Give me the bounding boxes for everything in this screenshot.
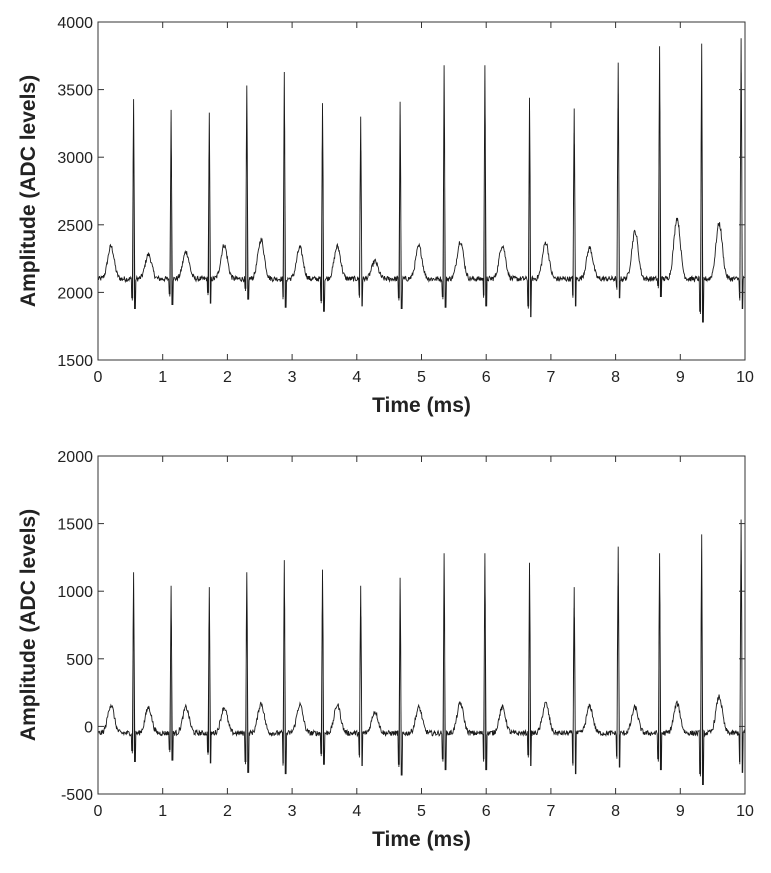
x-tick-label: 9 [676, 369, 685, 386]
x-tick-label: 4 [352, 803, 361, 820]
y-tick-label: 1500 [57, 517, 93, 534]
x-tick-label: 5 [417, 369, 426, 386]
x-tick-label: 7 [546, 369, 555, 386]
x-tick-label: 6 [482, 803, 491, 820]
y-tick-label: 1500 [57, 353, 93, 370]
x-tick-label: 6 [482, 369, 491, 386]
x-tick-label: 1 [158, 803, 167, 820]
y-axis-label: Amplitude (ADC levels) [17, 75, 40, 307]
y-tick-label: 3500 [57, 83, 93, 100]
y-tick-label: 4000 [57, 15, 93, 32]
x-tick-label: 7 [546, 803, 555, 820]
x-tick-label: 8 [611, 803, 620, 820]
x-tick-label: 1 [158, 369, 167, 386]
x-axis-label: Time (ms) [372, 394, 471, 417]
plot-frame [97, 21, 746, 361]
x-tick-label: 8 [611, 369, 620, 386]
x-tick-label: 2 [223, 369, 232, 386]
y-tick-label: -500 [61, 787, 93, 804]
x-axis-label: Time (ms) [372, 828, 471, 851]
x-tick-label: 9 [676, 803, 685, 820]
x-tick-label: 10 [736, 369, 754, 386]
x-tick-label: 5 [417, 803, 426, 820]
x-tick-label: 3 [288, 369, 297, 386]
y-tick-label: 0 [84, 719, 93, 736]
x-tick-label: 4 [352, 369, 361, 386]
y-tick-label: 2500 [57, 218, 93, 235]
signal-line [98, 38, 745, 323]
x-tick-label: 2 [223, 803, 232, 820]
signal-line [98, 519, 745, 785]
x-tick-label: 0 [94, 369, 103, 386]
plot-frame [97, 455, 746, 795]
y-tick-label: 500 [66, 652, 93, 669]
x-tick-label: 3 [288, 803, 297, 820]
y-tick-label: 3000 [57, 150, 93, 167]
y-tick-label: 2000 [57, 285, 93, 302]
y-axis-label: Amplitude (ADC levels) [17, 509, 40, 741]
x-tick-label: 0 [94, 803, 103, 820]
x-tick-label: 10 [736, 803, 754, 820]
y-tick-label: 2000 [57, 449, 93, 466]
y-tick-label: 1000 [57, 584, 93, 601]
subplot-1: 0 1 2 3 4 5 6 7 8 9 10 1500 2000 2500 3000 3500 4000 Time… [17, 15, 754, 417]
